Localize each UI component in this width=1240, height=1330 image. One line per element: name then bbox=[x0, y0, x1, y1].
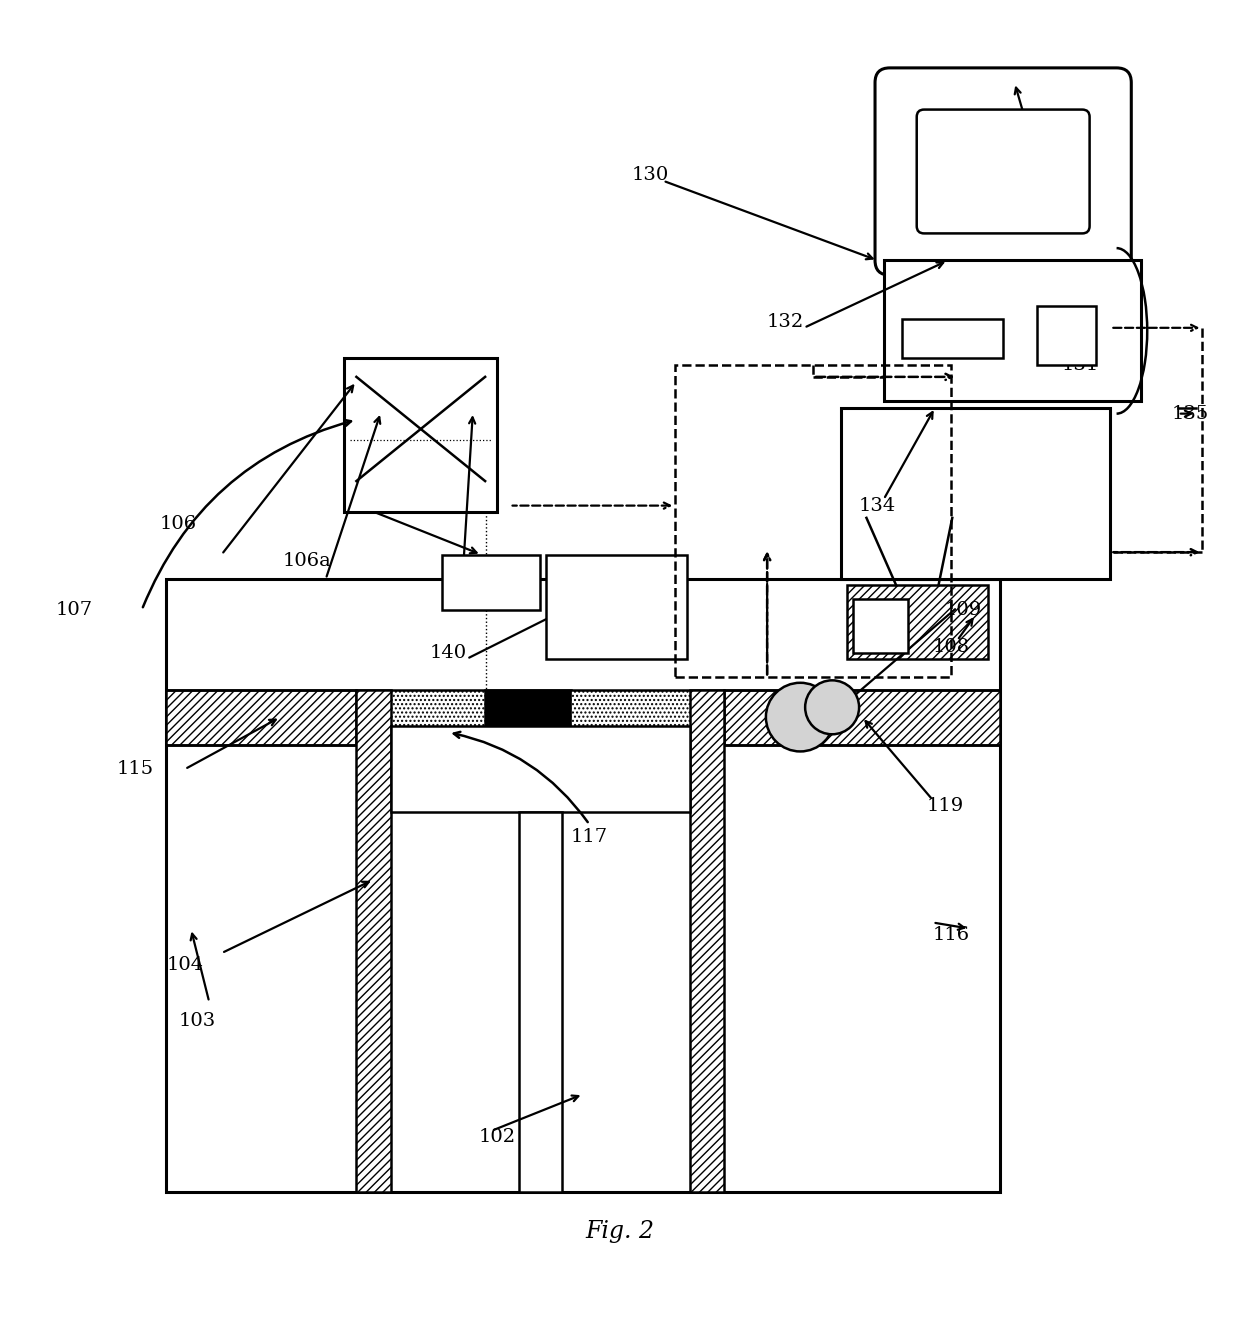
Text: 115: 115 bbox=[117, 761, 154, 778]
Bar bbox=[391, 726, 689, 813]
Bar bbox=[675, 364, 951, 677]
Text: 102: 102 bbox=[479, 1128, 516, 1146]
Bar bbox=[847, 585, 988, 658]
Text: 116: 116 bbox=[932, 926, 970, 944]
Bar bbox=[570, 689, 724, 745]
FancyBboxPatch shape bbox=[875, 68, 1131, 275]
Text: 108: 108 bbox=[932, 637, 970, 656]
Text: 140: 140 bbox=[430, 644, 467, 662]
Text: 134: 134 bbox=[859, 496, 897, 515]
Text: 133: 133 bbox=[1037, 165, 1074, 184]
Text: 117: 117 bbox=[570, 827, 608, 846]
Bar bbox=[443, 555, 541, 610]
Text: 119: 119 bbox=[926, 797, 963, 815]
Bar bbox=[518, 813, 562, 1192]
Circle shape bbox=[805, 681, 859, 734]
Text: 106: 106 bbox=[160, 515, 197, 533]
Text: 106a: 106a bbox=[283, 552, 332, 569]
Text: 131: 131 bbox=[1061, 355, 1099, 374]
Text: Fig. 2: Fig. 2 bbox=[585, 1220, 655, 1244]
Bar bbox=[1037, 306, 1096, 364]
Bar bbox=[547, 555, 687, 658]
Bar bbox=[689, 689, 724, 1192]
Text: 103: 103 bbox=[179, 1012, 216, 1029]
Text: 109: 109 bbox=[945, 601, 982, 618]
Bar bbox=[485, 689, 570, 745]
Bar bbox=[356, 689, 485, 745]
Circle shape bbox=[766, 682, 835, 751]
Text: 130: 130 bbox=[632, 165, 670, 184]
Bar bbox=[166, 579, 1001, 1192]
Bar bbox=[841, 407, 1111, 579]
Bar bbox=[356, 689, 391, 1192]
Bar bbox=[853, 598, 908, 653]
Text: 104: 104 bbox=[166, 956, 203, 975]
Bar bbox=[166, 689, 356, 745]
Text: 107: 107 bbox=[56, 601, 93, 618]
Bar bbox=[901, 319, 1003, 359]
FancyBboxPatch shape bbox=[916, 109, 1090, 233]
Text: 106b: 106b bbox=[441, 589, 491, 606]
Bar bbox=[724, 689, 1001, 745]
Bar bbox=[345, 359, 497, 512]
Bar bbox=[884, 261, 1141, 402]
Text: 132: 132 bbox=[766, 313, 805, 331]
Text: 135: 135 bbox=[1172, 404, 1209, 423]
